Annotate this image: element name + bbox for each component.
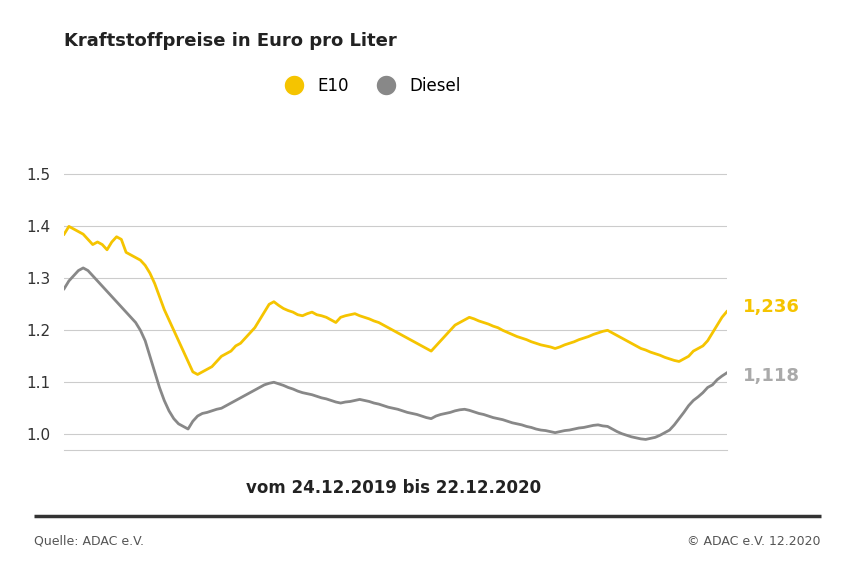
- Text: Kraftstoffpreise in Euro pro Liter: Kraftstoffpreise in Euro pro Liter: [64, 32, 397, 49]
- Text: © ADAC e.V. 12.2020: © ADAC e.V. 12.2020: [687, 535, 821, 548]
- Text: 1,118: 1,118: [743, 367, 800, 384]
- Legend: E10, Diesel: E10, Diesel: [271, 70, 467, 101]
- Text: vom 24.12.2019 bis 22.12.2020: vom 24.12.2019 bis 22.12.2020: [245, 479, 541, 497]
- Text: Quelle: ADAC e.V.: Quelle: ADAC e.V.: [34, 535, 144, 548]
- Text: 1,236: 1,236: [743, 299, 800, 316]
